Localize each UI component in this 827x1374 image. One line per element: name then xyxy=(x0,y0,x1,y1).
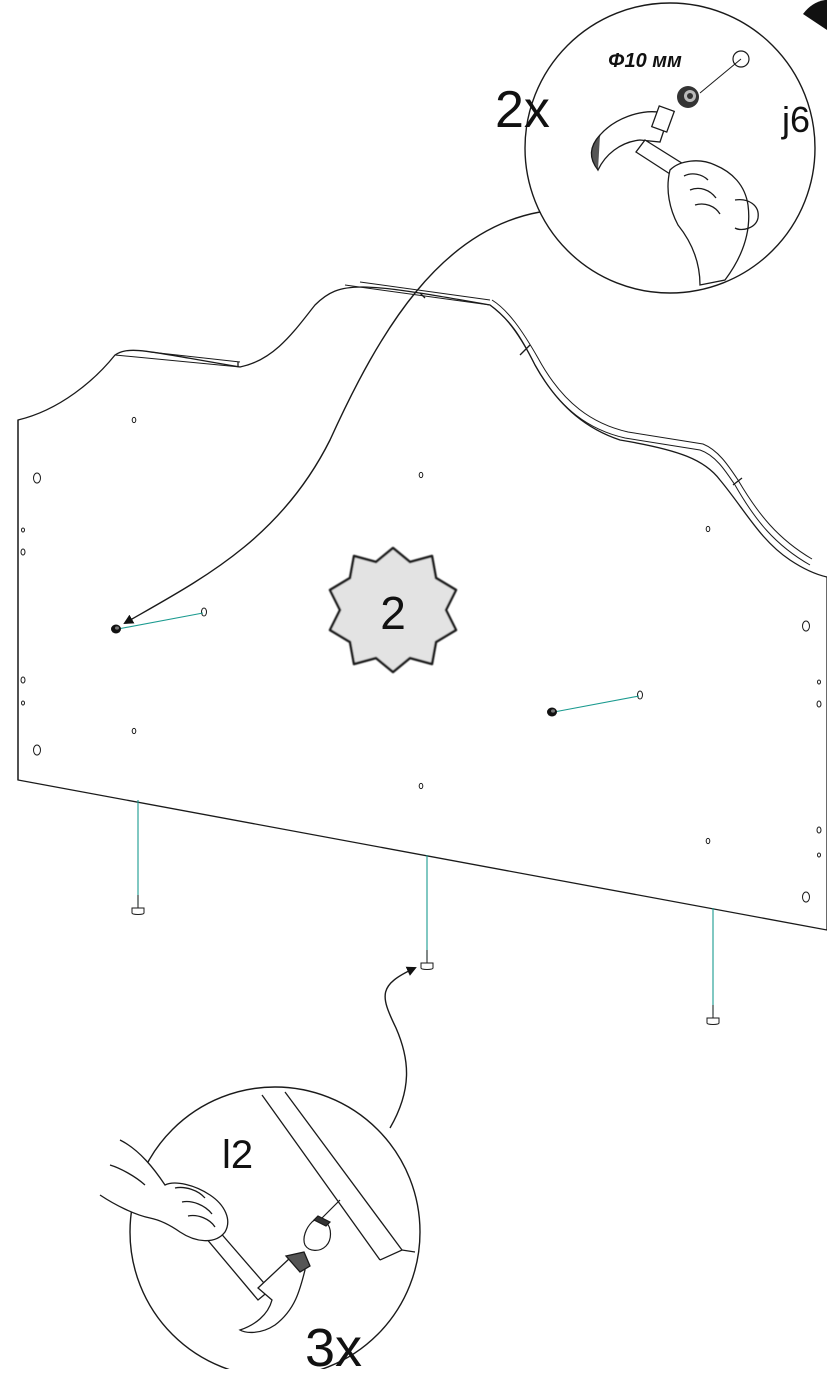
hole xyxy=(20,548,26,556)
guide-lines xyxy=(117,612,714,1015)
hole xyxy=(201,607,207,617)
callout-top: Φ10 мм j6 xyxy=(123,2,816,624)
hole xyxy=(802,891,810,903)
hole xyxy=(418,471,424,479)
hammer-hand-bottom xyxy=(99,1139,311,1334)
hole xyxy=(21,700,25,706)
hole xyxy=(802,620,810,632)
l2-glide xyxy=(420,950,434,970)
hole xyxy=(637,690,643,700)
panel-holes xyxy=(20,416,822,903)
callout-bottom-leader-arrow xyxy=(384,966,417,1129)
l2-glide xyxy=(131,895,145,915)
headboard-panel xyxy=(17,281,827,931)
neighbor-callout-fragment xyxy=(803,0,827,30)
callout-top-diameter-label: Φ10 мм xyxy=(608,50,682,72)
step-badge: 2 xyxy=(328,546,458,674)
hand-icon xyxy=(667,160,750,286)
callout-top-quantity: 2x xyxy=(495,81,550,139)
hole xyxy=(33,472,41,484)
hammer-hand-top xyxy=(590,105,759,286)
l2-glide-detail xyxy=(303,1199,341,1251)
hole xyxy=(816,826,822,834)
headboard-edge-inner xyxy=(491,299,813,560)
hole xyxy=(20,676,26,684)
hole xyxy=(705,525,711,533)
hole xyxy=(21,527,25,533)
callout-bottom-part-code: l2 xyxy=(222,1133,253,1177)
step-number: 2 xyxy=(380,587,406,639)
hole xyxy=(33,744,41,756)
hole xyxy=(131,416,137,424)
hammer-head-icon xyxy=(238,1257,306,1334)
callout-top-circle xyxy=(524,2,816,294)
l2-glides xyxy=(131,895,720,1025)
callout-bottom-quantity: 3x xyxy=(305,1318,362,1369)
headboard-edge xyxy=(114,281,811,566)
callout-top-part-code: j6 xyxy=(781,99,810,140)
l2-glide xyxy=(706,1005,720,1025)
step-badge-shape xyxy=(328,546,458,674)
panel-corner-detail xyxy=(261,1091,416,1261)
j6-plugs xyxy=(111,624,557,717)
callout-bottom: l2 xyxy=(99,966,421,1374)
hole xyxy=(705,837,711,845)
hole xyxy=(131,727,137,735)
hole xyxy=(817,679,821,685)
hole xyxy=(817,852,821,858)
callout-bottom-circle xyxy=(129,1086,421,1374)
hole xyxy=(418,782,424,790)
callout-top-leader-arrow xyxy=(123,211,541,624)
j6-plug-detail xyxy=(677,86,699,108)
hole xyxy=(816,700,822,708)
